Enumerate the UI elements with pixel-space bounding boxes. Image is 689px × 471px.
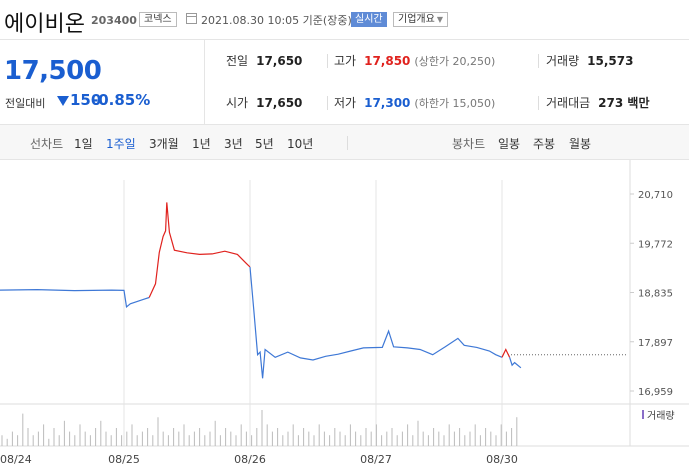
price-series-line [501,348,511,358]
quote-label: 시가 [226,96,249,110]
quote-grid: 전일 17,650 고가 17,850 (상한가 20,250) 거래량 15,573 … [206,40,689,124]
quote-value: 15,573 [587,54,634,68]
volume-legend-label: 거래량 [647,410,675,422]
down-triangle-icon [57,96,69,106]
period-tab[interactable]: 3개월 [149,137,179,151]
y-tick-label: 19,772 [638,239,673,250]
quote-value: 17,650 [256,96,303,110]
quote-volume: 거래량 15,573 [546,40,633,82]
x-tick-label: 08/26 [234,453,266,466]
period-tab[interactable]: 1일 [74,137,93,151]
diff-label: 전일대비 [5,97,46,110]
diff-value: 150 [70,91,102,109]
quote-high: 고가 17,850 (상한가 20,250) [334,40,495,82]
quote-label: 저가 [334,96,357,110]
candle-tab[interactable]: 주봉 [533,137,556,151]
y-tick-label: 16,959 [638,387,673,398]
price-series-line [509,357,522,369]
quote-label: 전일 [226,54,249,68]
quote-label: 거래량 [546,54,580,68]
price-panel: 17,500 전일대비 150 -0.85% [0,40,205,124]
price-series-line [249,266,503,379]
quote-value: 17,850 [364,54,411,68]
chevron-down-icon: ▼ [436,15,443,24]
period-bar: 선차트 1일 1주일 3개월 1년 3년 5년 10년 봉차트 일봉 주봉 월봉 [0,124,689,160]
realtime-button[interactable]: 실시간 [351,12,387,27]
x-tick-label: 08/30 [486,453,518,466]
quote-datetime: 2021.08.30 10:05 기준(장중) [201,14,352,27]
x-tick-label: 08/24 [0,453,32,466]
divider [538,96,539,110]
stock-name: 에이비온 [4,12,85,37]
quote-value: 17,650 [256,54,303,68]
company-overview-label: 기업개요 [398,14,435,25]
diff-rate: -0.85% [92,91,151,109]
quote-prev-close: 전일 17,650 [226,40,302,82]
divider [347,136,348,150]
divider [538,54,539,68]
volume-legend-marker [642,410,644,419]
candle-tab[interactable]: 일봉 [498,137,521,151]
quote-label: 고가 [334,54,357,68]
period-tab[interactable]: 5년 [255,137,274,151]
period-tab[interactable]: 1년 [192,137,211,151]
period-tab[interactable]: 1주일 [106,137,136,151]
divider [327,54,328,68]
quote-amount: 거래대금 273 백만 [546,82,649,124]
divider [327,96,328,110]
quote-open: 시가 17,650 [226,82,302,124]
period-tab[interactable]: 10년 [287,137,314,151]
y-tick-label: 17,897 [638,338,673,349]
price-series-line [0,288,150,309]
quote-value: 17,300 [364,96,411,110]
y-tick-label: 20,710 [638,190,673,201]
quote-sub: (상한가 20,250) [414,55,496,68]
candle-chart-label: 봉차트 [452,137,486,151]
quote-low: 저가 17,300 (하한가 15,050) [334,82,495,124]
quote-value: 273 백만 [598,96,650,110]
current-price: 17,500 [4,56,102,86]
y-tick-label: 18,835 [638,289,673,300]
quote-sub: (하한가 15,050) [414,97,496,110]
stock-header: 에이비온 203400 코넥스 2021.08.30 10:05 기준(장중) … [0,0,689,40]
quote-label: 거래대금 [546,96,591,110]
price-series-line [148,202,251,298]
period-tab[interactable]: 3년 [224,137,243,151]
line-chart-label: 선차트 [30,137,64,151]
price-chart[interactable]: 20,710 19,772 18,835 17,897 16,959 거래량 08/24… [0,160,689,471]
x-tick-label: 08/27 [360,453,392,466]
market-badge: 코넥스 [139,12,177,27]
stock-code: 203400 [91,14,137,27]
calendar-icon [186,13,197,24]
candle-tab[interactable]: 월봉 [569,137,592,151]
company-overview-button[interactable]: 기업개요 ▼ [393,12,448,27]
x-tick-label: 08/25 [108,453,140,466]
